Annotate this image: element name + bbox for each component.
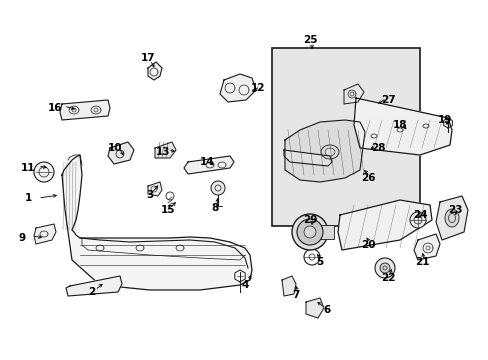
Polygon shape	[282, 276, 295, 296]
Circle shape	[291, 214, 327, 250]
Circle shape	[210, 181, 224, 195]
Text: 4: 4	[241, 280, 248, 290]
Circle shape	[409, 212, 425, 228]
Text: 1: 1	[24, 193, 32, 203]
Text: 15: 15	[161, 205, 175, 215]
Text: 8: 8	[211, 203, 218, 213]
Polygon shape	[343, 84, 363, 104]
Text: 27: 27	[380, 95, 394, 105]
Text: 16: 16	[48, 103, 62, 113]
Text: 11: 11	[20, 163, 35, 173]
Polygon shape	[413, 234, 439, 260]
Text: 3: 3	[146, 190, 153, 200]
Text: 9: 9	[19, 233, 25, 243]
Text: 19: 19	[437, 115, 451, 125]
Polygon shape	[108, 142, 134, 164]
Text: 21: 21	[414, 257, 428, 267]
Text: 14: 14	[199, 157, 214, 167]
Text: 5: 5	[316, 257, 323, 267]
Polygon shape	[60, 100, 110, 120]
Polygon shape	[305, 298, 324, 318]
Circle shape	[304, 226, 315, 238]
Polygon shape	[66, 276, 122, 296]
Polygon shape	[220, 74, 256, 102]
Text: 17: 17	[141, 53, 155, 63]
Text: 7: 7	[292, 290, 299, 300]
Polygon shape	[155, 142, 176, 158]
Polygon shape	[183, 156, 234, 174]
Polygon shape	[62, 155, 251, 290]
Text: 26: 26	[360, 173, 374, 183]
Text: 29: 29	[302, 215, 317, 225]
Text: 2: 2	[88, 287, 96, 297]
Text: 12: 12	[250, 83, 264, 93]
Text: 6: 6	[323, 305, 330, 315]
Text: 18: 18	[392, 120, 407, 130]
Text: 24: 24	[412, 210, 427, 220]
Text: 23: 23	[447, 205, 461, 215]
Ellipse shape	[444, 209, 458, 227]
Text: 28: 28	[370, 143, 385, 153]
Polygon shape	[285, 120, 364, 182]
Polygon shape	[34, 224, 56, 244]
Polygon shape	[284, 150, 331, 166]
Text: 22: 22	[380, 273, 394, 283]
Circle shape	[296, 219, 323, 245]
Bar	[271, 48, 419, 226]
Polygon shape	[353, 98, 451, 155]
Circle shape	[379, 263, 389, 273]
Text: 10: 10	[107, 143, 122, 153]
Bar	[319, 225, 333, 239]
Circle shape	[374, 258, 394, 278]
Circle shape	[34, 162, 54, 182]
Polygon shape	[148, 182, 162, 196]
Polygon shape	[337, 200, 431, 250]
Polygon shape	[148, 62, 162, 80]
Polygon shape	[435, 196, 467, 240]
Text: 13: 13	[156, 147, 170, 157]
Text: 20: 20	[360, 240, 374, 250]
Text: 25: 25	[302, 35, 317, 45]
